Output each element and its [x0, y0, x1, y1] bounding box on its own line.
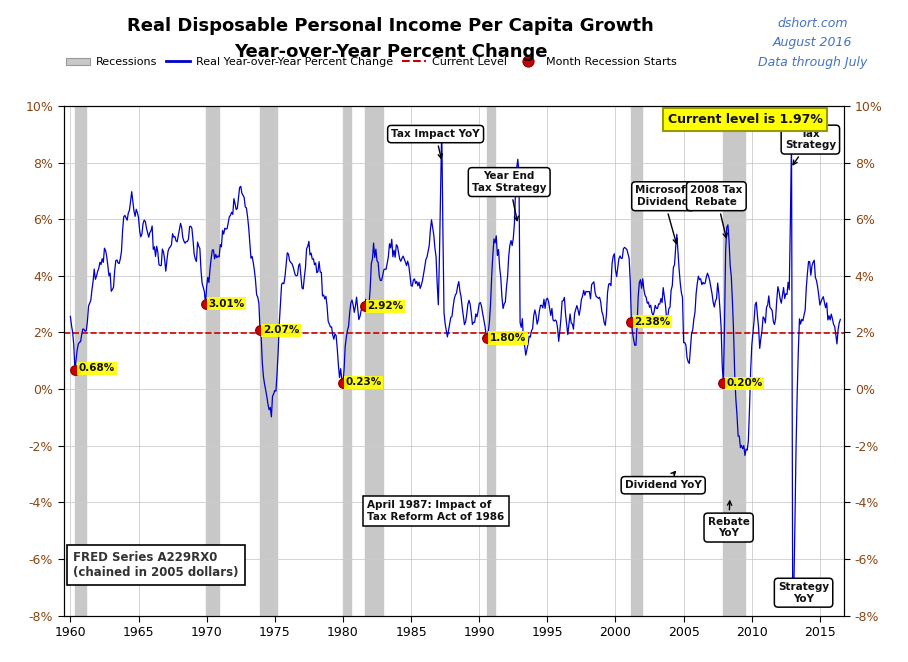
Text: 2.92%: 2.92% [367, 301, 403, 311]
Text: 0.23%: 0.23% [346, 377, 382, 387]
Text: 3.01%: 3.01% [208, 299, 244, 308]
Legend: Recessions, Real Year-over-Year Percent Change, Current Level, Month Recession S: Recessions, Real Year-over-Year Percent … [62, 53, 681, 71]
Bar [364, 106, 382, 616]
Bar [631, 106, 642, 616]
Text: dshort.com: dshort.com [777, 17, 848, 30]
Text: Real Disposable Personal Income Per Capita Growth: Real Disposable Personal Income Per Capi… [127, 17, 654, 34]
Text: August 2016: August 2016 [773, 36, 853, 50]
Bar [260, 106, 277, 616]
Bar [343, 106, 350, 616]
Bar [205, 106, 219, 616]
Text: Microsoft
Dividend: Microsoft Dividend [636, 185, 691, 244]
Text: Year End
Tax Strategy: Year End Tax Strategy [472, 171, 547, 220]
Bar [724, 106, 745, 616]
Text: Tax
Strategy: Tax Strategy [785, 129, 836, 165]
Text: Dividend YoY: Dividend YoY [625, 471, 702, 491]
Text: Current level is 1.97%: Current level is 1.97% [667, 113, 823, 126]
Text: 0.68%: 0.68% [79, 363, 115, 373]
Text: Rebate
YoY: Rebate YoY [707, 501, 749, 538]
Text: 2008 Tax
Rebate: 2008 Tax Rebate [690, 185, 743, 238]
Text: FRED Series A229RX0
(chained in 2005 dollars): FRED Series A229RX0 (chained in 2005 dol… [74, 551, 239, 579]
Bar [75, 106, 86, 616]
Text: 0.20%: 0.20% [726, 378, 763, 389]
Text: Data through July: Data through July [758, 56, 867, 70]
Text: 2.07%: 2.07% [262, 325, 299, 336]
Text: Tax Impact YoY: Tax Impact YoY [391, 129, 480, 158]
Text: 2.38%: 2.38% [634, 316, 670, 326]
Text: Year-over-Year Percent Change: Year-over-Year Percent Change [233, 43, 548, 61]
Bar [488, 106, 495, 616]
Text: Strategy
YoY: Strategy YoY [778, 582, 829, 604]
Text: April 1987: Impact of
Tax Reform Act of 1986: April 1987: Impact of Tax Reform Act of … [368, 500, 505, 522]
Text: 1.80%: 1.80% [490, 333, 526, 343]
